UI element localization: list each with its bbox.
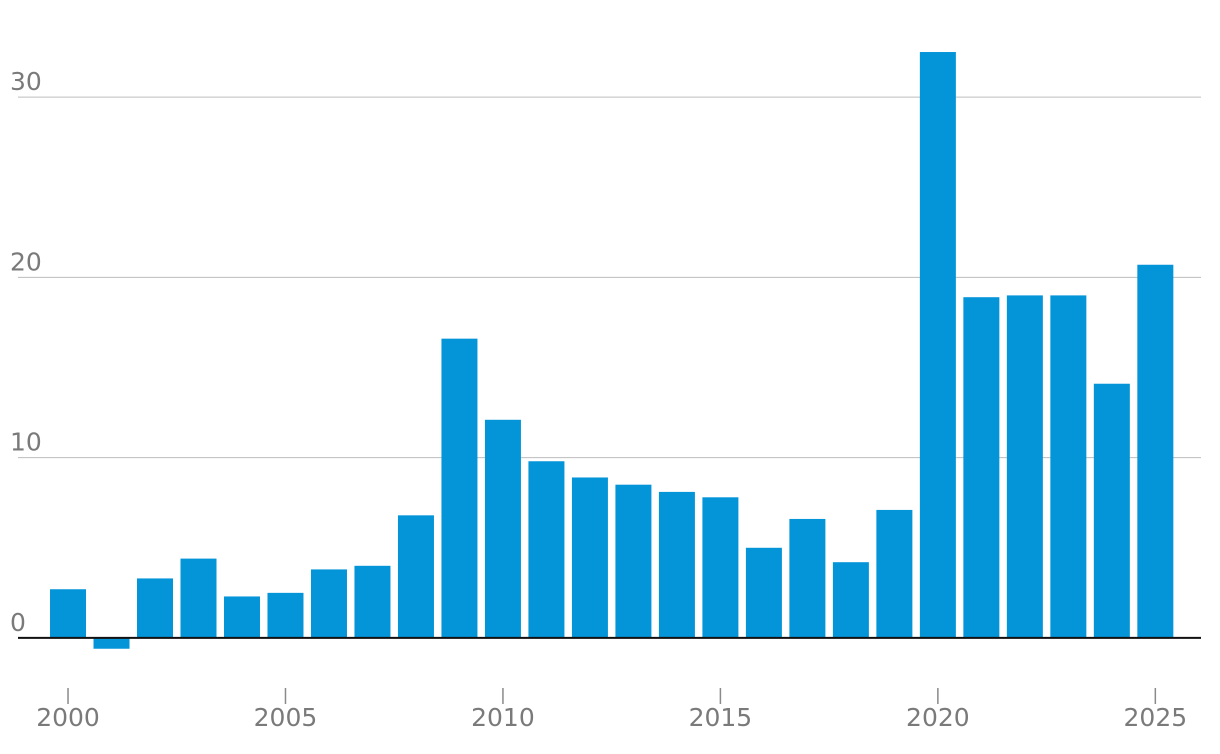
x-tick-label: 2010 (471, 703, 535, 732)
bar-2014 (658, 491, 695, 638)
bar-2005 (267, 592, 304, 638)
bar-2019 (876, 509, 913, 638)
bar-2012 (571, 477, 608, 638)
x-axis-tick-labels: 2000 2005 2010 2015 2020 2025 (36, 703, 1187, 732)
y-tick-label: 0 (10, 608, 26, 637)
bar-2008 (397, 515, 434, 638)
y-axis-tick-labels: 0 10 20 30 (10, 67, 42, 637)
bar-2021 (963, 297, 1000, 638)
bar-2000 (50, 589, 87, 638)
bar-2018 (832, 562, 869, 638)
bar-2025 (1137, 264, 1174, 638)
x-tick-label: 2020 (906, 703, 970, 732)
bar-2001 (93, 637, 130, 649)
y-tick-label: 30 (10, 67, 42, 96)
x-tick-label: 2025 (1124, 703, 1188, 732)
y-tick-label: 10 (10, 428, 42, 457)
y-tick-label: 20 (10, 247, 42, 276)
bar-2006 (310, 569, 347, 638)
gridlines (18, 96, 1201, 459)
bar-2022 (1006, 295, 1043, 638)
x-axis-ticks (67, 688, 1157, 704)
x-tick-label: 2000 (36, 703, 100, 732)
bar-2010 (484, 419, 521, 638)
bar-2002 (137, 578, 174, 638)
bar-2004 (223, 596, 260, 638)
bar-2015 (702, 497, 739, 638)
bar-2007 (354, 565, 391, 638)
bar-2017 (789, 518, 826, 638)
bar-2009 (441, 338, 478, 638)
bar-2011 (528, 461, 565, 638)
bar-2013 (615, 484, 652, 638)
bar-2024 (1093, 383, 1130, 638)
x-tick-label: 2005 (254, 703, 318, 732)
bars (50, 52, 1174, 649)
bar-2016 (745, 547, 782, 638)
bar-2003 (180, 558, 217, 638)
bar-2020 (919, 52, 956, 638)
x-tick-label: 2015 (689, 703, 753, 732)
bar-2023 (1050, 295, 1087, 638)
